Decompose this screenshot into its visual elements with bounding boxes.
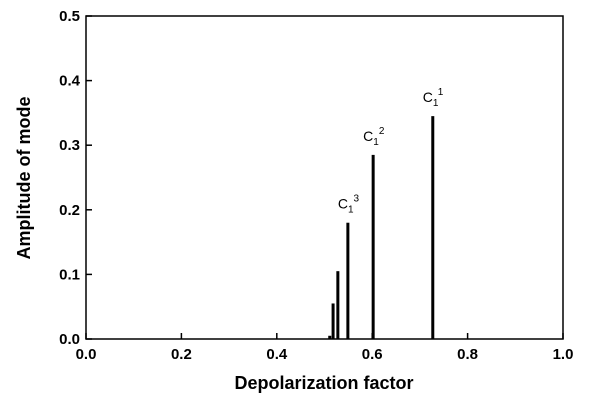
label-sub: 1 bbox=[373, 137, 379, 148]
x-tick-label: 0.0 bbox=[76, 346, 97, 363]
label-sup: 3 bbox=[354, 194, 360, 205]
stem bbox=[371, 154, 375, 339]
label-sub: 1 bbox=[348, 205, 354, 216]
stem bbox=[328, 335, 332, 339]
stem bbox=[346, 222, 350, 339]
label-sup: 2 bbox=[379, 126, 385, 137]
stem bbox=[431, 116, 435, 339]
y-tick-label: 0.2 bbox=[59, 202, 80, 219]
x-axis-title: Depolarization factor bbox=[234, 373, 413, 393]
stem bbox=[331, 303, 335, 339]
label-base: C bbox=[363, 128, 373, 144]
y-tick-label: 0.4 bbox=[59, 73, 81, 90]
y-tick-label: 0.3 bbox=[59, 137, 80, 154]
label-sup: 1 bbox=[438, 87, 444, 98]
stem-label: C12 bbox=[363, 126, 385, 148]
stem-label: C13 bbox=[338, 194, 360, 216]
stem-label: C11 bbox=[423, 87, 444, 109]
x-tick-label: 0.4 bbox=[266, 346, 288, 363]
x-tick-label: 0.8 bbox=[457, 346, 478, 363]
label-base: C bbox=[423, 89, 433, 105]
label-sub: 1 bbox=[433, 98, 439, 109]
plot-frame bbox=[85, 15, 564, 340]
y-tick-label: 0.1 bbox=[59, 266, 80, 283]
y-tick-label: 0.5 bbox=[59, 8, 80, 25]
x-tick-label: 0.6 bbox=[362, 346, 383, 363]
stem bbox=[336, 271, 340, 339]
label-base: C bbox=[338, 196, 348, 212]
y-tick-label: 0.0 bbox=[59, 331, 80, 348]
y-axis-title: Amplitude of mode bbox=[14, 97, 34, 260]
x-tick-label: 0.2 bbox=[171, 346, 192, 363]
x-tick-label: 1.0 bbox=[553, 346, 574, 363]
